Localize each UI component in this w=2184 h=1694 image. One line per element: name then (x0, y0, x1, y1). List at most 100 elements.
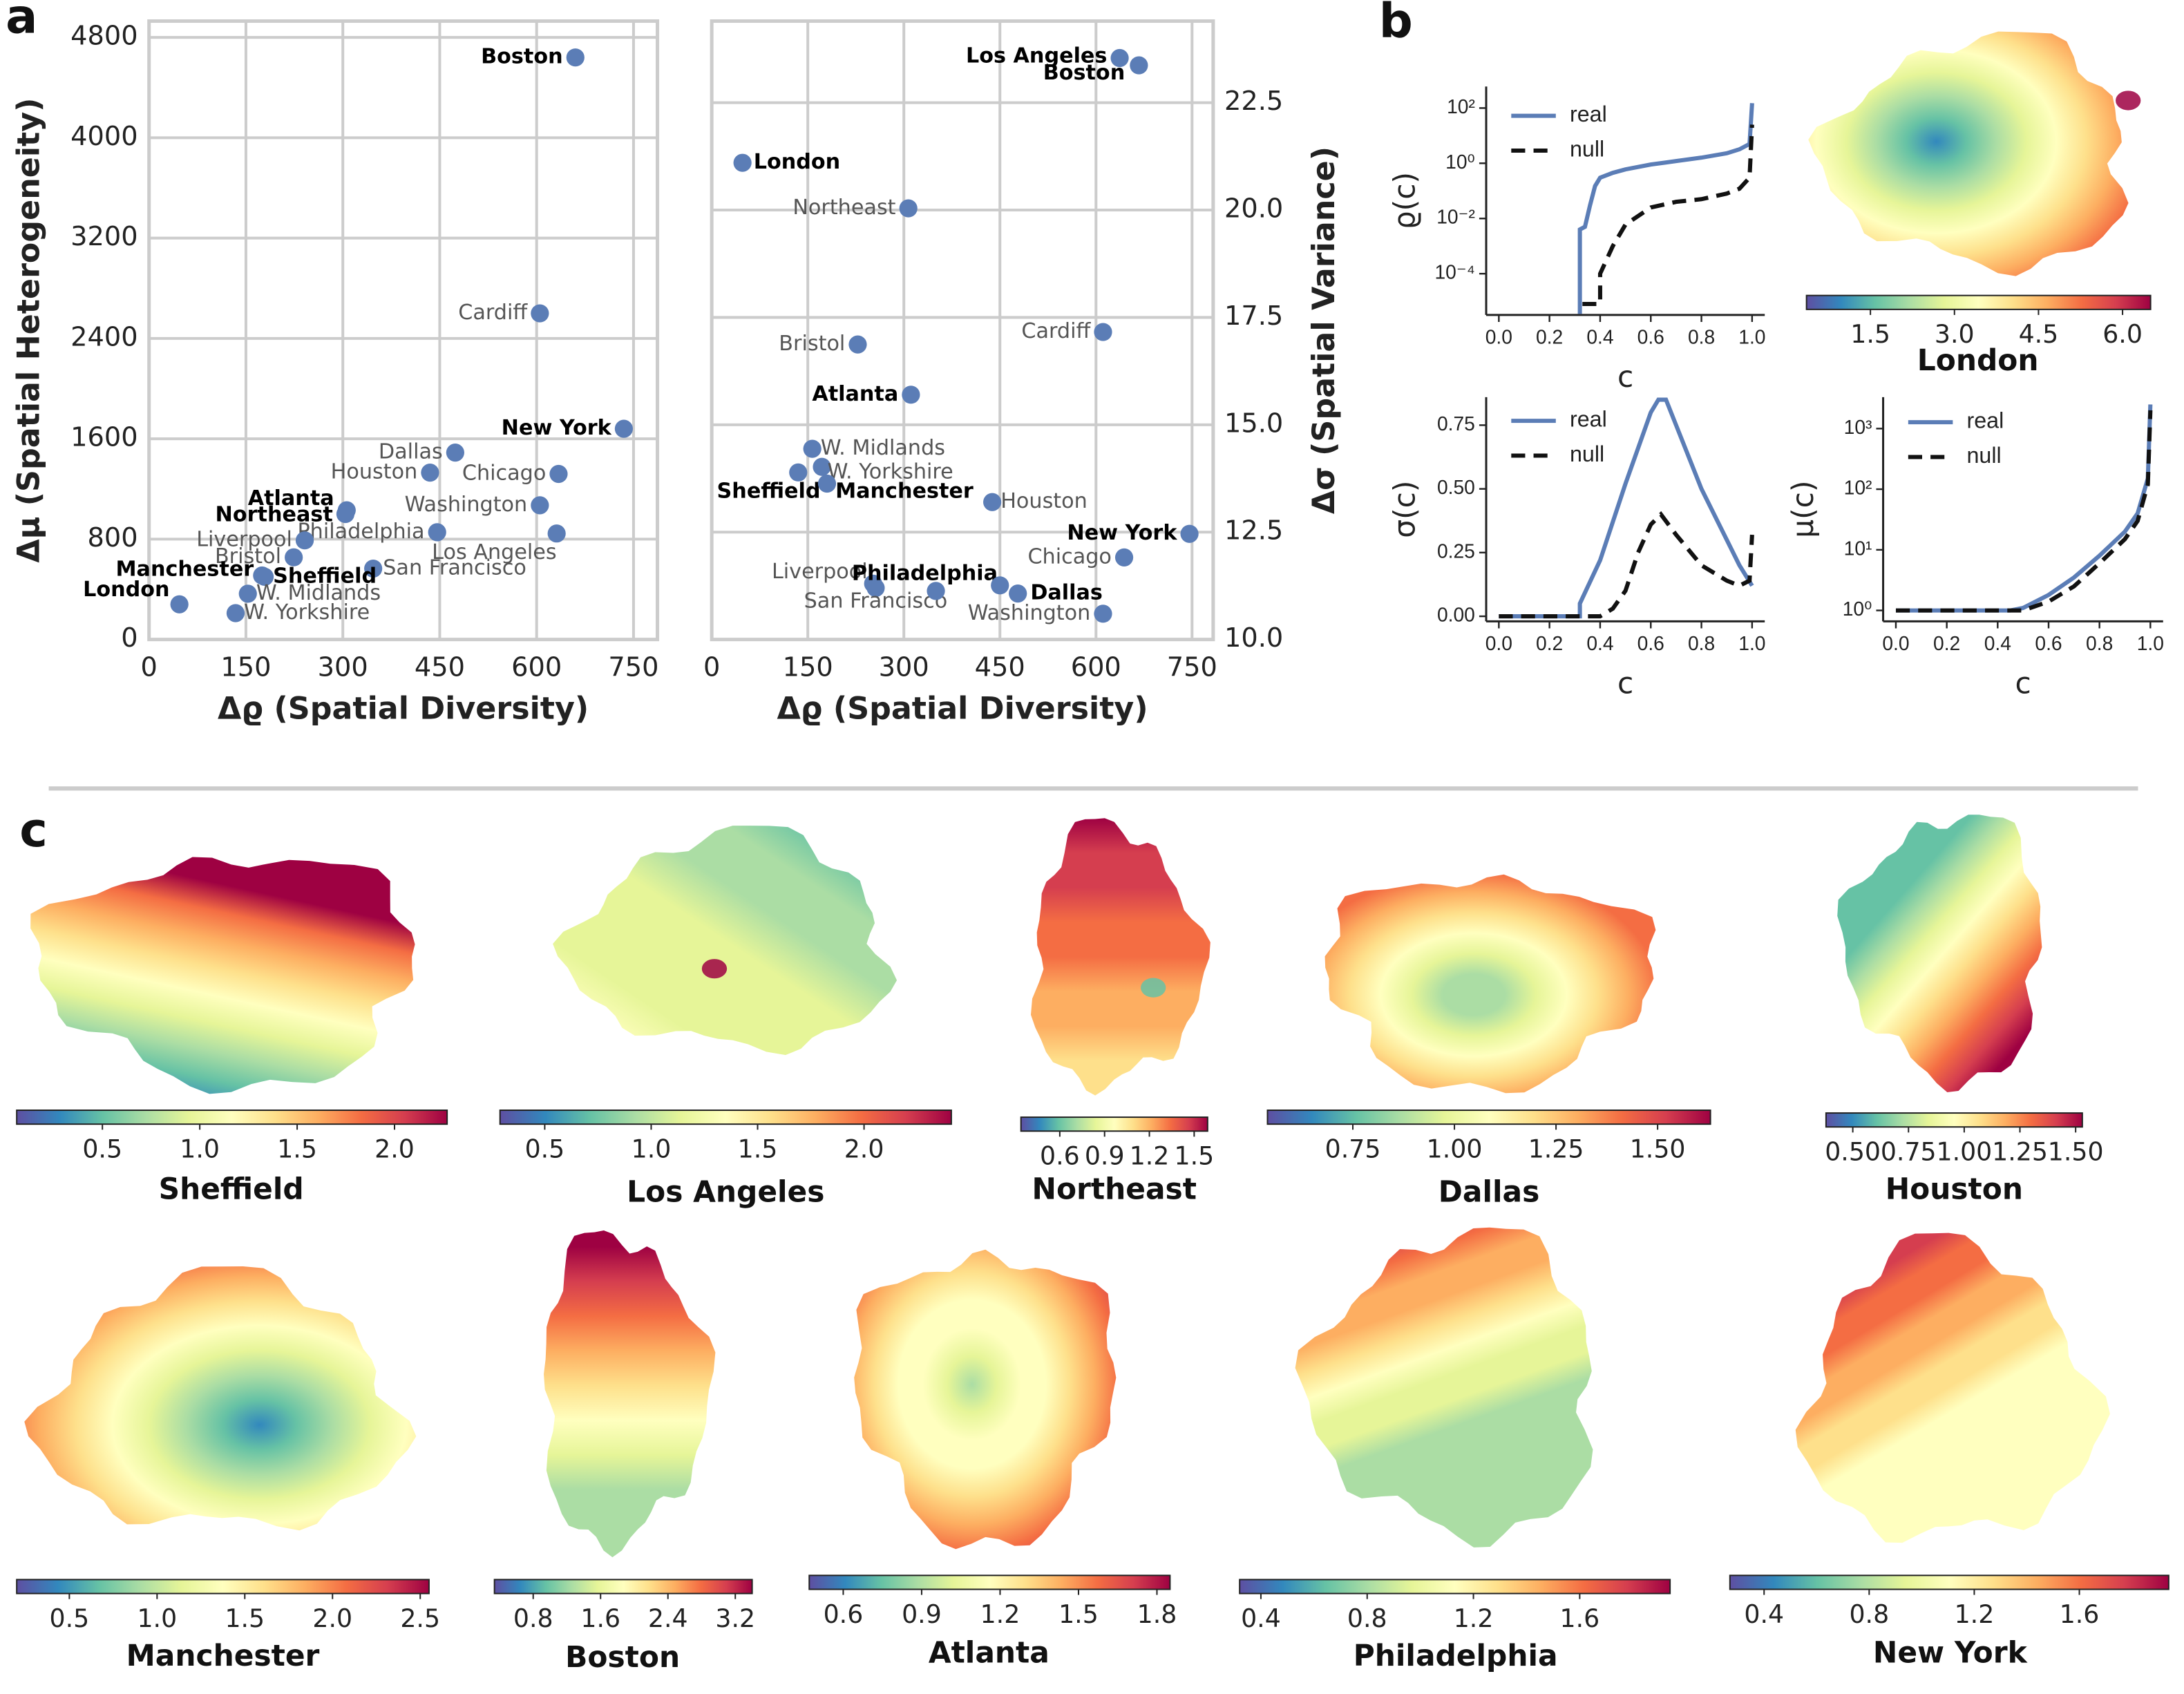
x-tick-label: 0.0 (1485, 326, 1512, 348)
map-title: Atlanta (929, 1636, 1050, 1670)
point-label: Houston (331, 460, 418, 484)
y-tick-label: 15.0 (1224, 408, 1283, 439)
x-tick-label: 450 (975, 651, 1025, 683)
colorbar-tick-label: 0.8 (1849, 1599, 1889, 1629)
region-map (1031, 818, 1210, 1096)
x-tick-label: 1.0 (1738, 632, 1765, 654)
y-tick-label: 2400 (70, 321, 137, 352)
point-label: Los Angeles (432, 540, 556, 564)
point-label: Sheffield (273, 564, 377, 588)
colorbar-tick-label: 1.5 (1175, 1141, 1215, 1171)
legend-label: real (1967, 408, 2004, 433)
point-label: Northeast (216, 503, 333, 527)
colorbar-tick-label: 1.00 (1427, 1134, 1483, 1163)
region-map (553, 826, 898, 1056)
point (421, 464, 439, 482)
point (899, 199, 918, 218)
point (866, 578, 885, 598)
x-axis-label: c (1617, 667, 1633, 701)
x-tick-label: 0.2 (1933, 632, 1960, 654)
region-map (1295, 1227, 1593, 1548)
point-label: Manchester (835, 479, 974, 504)
colorbar-tick-label: 2.5 (400, 1603, 440, 1633)
point (226, 604, 245, 622)
x-tick-label: 300 (318, 651, 368, 683)
point (446, 443, 464, 462)
y-tick-label: 0.00 (1437, 603, 1475, 625)
point (902, 386, 920, 404)
point-label: Philadelphia (297, 520, 424, 544)
colorbar-tick-label: 0.6 (1040, 1141, 1080, 1171)
point-label: Los Angeles (966, 44, 1107, 68)
line (1895, 410, 2153, 613)
region-map (544, 1230, 716, 1558)
line (1895, 404, 2153, 613)
map-hotspot (701, 959, 728, 979)
panel-label: c (19, 803, 48, 858)
panel-label: a (6, 0, 37, 45)
point-label: Washington (405, 493, 528, 517)
colorbar-tick-label: 0.4 (1744, 1599, 1784, 1629)
colorbar-tick-label: 0.4 (1241, 1603, 1281, 1633)
point-label: London (83, 578, 169, 602)
point-label: W. Yorkshire (828, 459, 953, 484)
colorbar-tick-label: 1.2 (1955, 1599, 1995, 1629)
x-tick-label: 0.8 (2086, 632, 2113, 654)
legend-label: null (1570, 441, 1604, 466)
point (983, 493, 1002, 511)
colorbar-tick-label: 3.2 (715, 1603, 755, 1633)
x-tick-label: 0.4 (1984, 632, 2011, 654)
line (1499, 511, 1754, 619)
colorbar-tick-label: 1.50 (1630, 1134, 1686, 1163)
point (336, 504, 355, 524)
colorbar-tick-label: 1.50 (2048, 1137, 2104, 1167)
plot-frame (147, 19, 660, 642)
x-tick-label: 0.4 (1586, 326, 1613, 348)
colorbar (1266, 1110, 1711, 1125)
colorbar-tick-label: 1.5 (1058, 1599, 1099, 1629)
point (1114, 548, 1134, 567)
y-tick-label: 20.0 (1224, 193, 1283, 225)
x-tick-label: 0.0 (1485, 632, 1512, 654)
y-tick-label: 4000 (70, 121, 137, 152)
map-title: Houston (1886, 1172, 2023, 1206)
point-label: London (754, 150, 840, 174)
point-label: Bristol (215, 544, 281, 569)
x-tick-label: 1.0 (2137, 632, 2164, 654)
point-label: Chicago (1027, 544, 1111, 569)
point (991, 576, 1009, 595)
y-tick-label: 3200 (70, 221, 137, 252)
point-label: W. Midlands (821, 436, 945, 460)
y-tick-label: 22.5 (1224, 86, 1283, 117)
line (1582, 124, 1754, 307)
map-hotspot (1141, 978, 1166, 998)
panel-label: b (1379, 0, 1413, 49)
y-tick-label: 4800 (70, 21, 137, 52)
point (813, 457, 831, 476)
point-label: Cardiff (1021, 319, 1091, 343)
colorbar-tick-label: 0.8 (1347, 1603, 1387, 1633)
point (531, 304, 549, 323)
point-label: Boston (1043, 61, 1125, 85)
line (1577, 103, 1754, 314)
colorbar-tick-label: 1.6 (1560, 1603, 1600, 1633)
map-title: Dallas (1438, 1174, 1539, 1208)
point (238, 584, 257, 603)
colorbar-tick-label: 1.0 (632, 1134, 672, 1163)
x-tick-label: 0.6 (1637, 632, 1664, 654)
y-tick-label: 800 (87, 522, 137, 553)
region-map (1808, 31, 2129, 276)
x-axis-label: c (2015, 667, 2031, 701)
point (848, 335, 867, 354)
colorbar-tick-label: 0.5 (50, 1603, 90, 1633)
colorbar-tick-label: 2.0 (312, 1603, 352, 1633)
colorbar-tick-label: 1.25 (1992, 1137, 2048, 1167)
colorbar-tick-label: 1.0 (180, 1134, 220, 1163)
map-title: London (1917, 343, 2039, 377)
map-title: Boston (565, 1640, 680, 1674)
point-label: New York (502, 416, 612, 440)
point (255, 567, 274, 586)
point-label: Washington (968, 601, 1091, 625)
map-title: Los Angeles (627, 1174, 824, 1208)
